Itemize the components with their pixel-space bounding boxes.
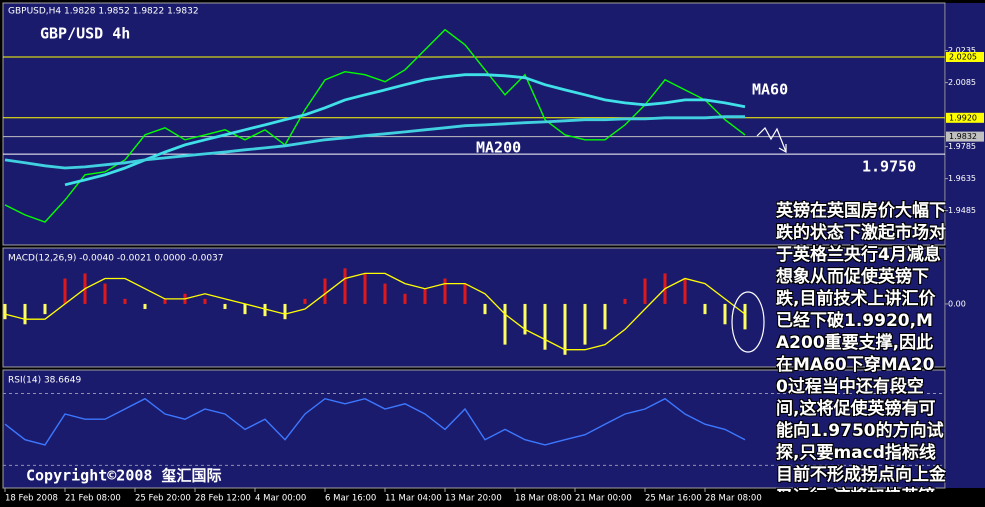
level-label: 1.9832 xyxy=(949,132,977,141)
x-tick-label: 13 Mar 20:00 xyxy=(445,494,502,504)
series-label: MA60 xyxy=(752,81,788,99)
histogram-bar xyxy=(723,303,727,325)
forecast-arrow xyxy=(756,127,787,153)
histogram-bar xyxy=(63,278,67,304)
histogram-bar xyxy=(403,293,407,304)
histogram-bar xyxy=(43,303,47,315)
histogram-bar xyxy=(743,303,747,330)
histogram-bar xyxy=(123,298,127,304)
histogram-bar xyxy=(3,303,7,320)
series-line xyxy=(4,28,746,223)
histogram-bar xyxy=(483,303,487,315)
rsi-panel xyxy=(2,369,946,489)
histogram-bar xyxy=(323,278,327,304)
y-tick-label: 2.0235 xyxy=(948,46,976,55)
histogram-bar xyxy=(603,303,607,330)
histogram-bar xyxy=(703,303,707,315)
level-label-box xyxy=(946,131,984,142)
macd-panel xyxy=(2,247,946,368)
arrow-head xyxy=(778,144,787,154)
histogram-bar xyxy=(283,303,287,320)
comment-box: 英镑在英国房价大幅下跌的状态下激起市场对于英格兰央行4月减息想象从而促使英镑下跌… xyxy=(776,201,946,492)
x-tick-label: 25 Feb 20:00 xyxy=(135,494,191,504)
histogram-bar xyxy=(423,288,427,304)
series-line xyxy=(4,272,746,351)
y-tick-label: 1.9635 xyxy=(948,174,976,183)
price-axis xyxy=(946,3,985,488)
comment-text: 英镑在英国房价大幅下跌的状态下激起市场对于英格兰央行4月减息想象从而促使英镑下跌… xyxy=(776,201,946,492)
histogram-bar xyxy=(683,278,687,304)
histogram-bar xyxy=(523,303,527,335)
histogram-bar xyxy=(343,268,347,304)
histogram-bar xyxy=(563,303,567,355)
histogram-bar xyxy=(583,303,587,345)
x-tick-label: 21 Mar 00:00 xyxy=(575,494,632,504)
macd-title: MACD(12,26,9) -0.0040 -0.0021 0.0000 -0.… xyxy=(8,254,224,264)
x-tick-label: 18 Feb 2008 xyxy=(5,494,58,504)
histogram-bar xyxy=(263,303,267,317)
rsi-title: RSI(14) 38.6649 xyxy=(8,376,81,386)
highlight-ellipse xyxy=(731,291,765,353)
series-line xyxy=(64,73,746,187)
level-label-box xyxy=(946,51,984,62)
x-tick-label: 6 Mar 16:00 xyxy=(325,494,376,504)
copyright: Copyright©2008 玺汇国际 xyxy=(26,467,221,485)
histogram-bar xyxy=(383,283,387,304)
series-line xyxy=(4,397,746,446)
histogram-bar xyxy=(243,303,247,315)
histogram-bar xyxy=(643,278,647,304)
level-label: 2.0205 xyxy=(949,52,977,61)
series-label: MA200 xyxy=(476,139,521,157)
x-tick-label: 25 Mar 16:00 xyxy=(645,494,702,504)
y-tick-label: 1.9485 xyxy=(948,206,976,215)
histogram-bar xyxy=(623,298,627,304)
x-tick-label: 11 Mar 04:00 xyxy=(385,494,442,504)
x-tick-label: 21 Feb 08:00 xyxy=(65,494,121,504)
level-label: 1.9750 xyxy=(862,158,916,176)
x-tick-label: 28 Feb 12:00 xyxy=(195,494,251,504)
histogram-bar xyxy=(223,303,227,310)
histogram-bar xyxy=(23,303,27,325)
histogram-bar xyxy=(503,303,507,345)
histogram-bar xyxy=(443,278,447,304)
histogram-bar xyxy=(163,298,167,304)
chart-title: GBPUSD,H4 1.9828 1.9852 1.9822 1.9832 xyxy=(8,7,199,17)
histogram-bar xyxy=(543,303,547,350)
series-line xyxy=(4,115,745,170)
histogram-bar xyxy=(463,283,467,304)
level-label-box xyxy=(946,112,984,123)
chart-subtitle: GBP/USD 4h xyxy=(40,25,130,43)
y-tick-label: 0.00 xyxy=(948,299,966,308)
histogram-bar xyxy=(103,283,107,304)
histogram-bar xyxy=(143,303,147,310)
y-tick-label: 1.9785 xyxy=(948,142,976,151)
x-tick-label: 18 Mar 08:00 xyxy=(515,494,572,504)
histogram-bar xyxy=(203,298,207,304)
level-label: 1.9920 xyxy=(949,113,977,122)
x-tick-label: 4 Mar 00:00 xyxy=(255,494,306,504)
x-tick-label: 28 Mar 08:00 xyxy=(705,494,762,504)
histogram-bar xyxy=(303,298,307,304)
histogram-bar xyxy=(363,273,367,304)
y-tick-label: 2.0085 xyxy=(948,78,976,87)
